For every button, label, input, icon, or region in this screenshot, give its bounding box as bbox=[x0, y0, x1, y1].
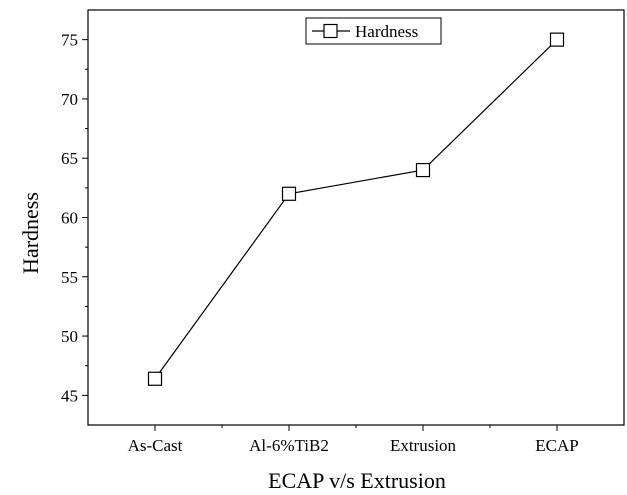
legend-marker bbox=[323, 23, 338, 39]
y-tick-label: 50 bbox=[61, 327, 78, 346]
legend-label: Hardness bbox=[355, 22, 418, 41]
y-tick-label: 75 bbox=[61, 31, 78, 50]
data-point bbox=[147, 371, 163, 386]
y-tick-label: 55 bbox=[61, 268, 78, 287]
x-tick-label: As-Cast bbox=[128, 436, 183, 455]
y-axis-title: Hardness bbox=[18, 192, 43, 274]
data-point bbox=[549, 32, 565, 47]
series-line bbox=[154, 39, 558, 380]
series-hardness bbox=[147, 32, 565, 386]
y-tick-label: 60 bbox=[61, 209, 78, 228]
data-point bbox=[281, 186, 297, 201]
y-tick-label: 65 bbox=[61, 149, 78, 168]
x-tick-label: ECAP bbox=[535, 436, 578, 455]
x-tick-label: Al-6%TiB2 bbox=[249, 436, 329, 455]
x-axis-title: ECAP v/s Extrusion bbox=[268, 468, 446, 493]
plot-frame bbox=[87, 9, 625, 426]
y-tick-label: 45 bbox=[61, 386, 78, 405]
x-tick-label: Extrusion bbox=[390, 436, 457, 455]
axes: 45 50 55 60 65 70 75 As-Cast Al-6%TiB2 Extrusion E… bbox=[61, 9, 625, 455]
legend: Hardness bbox=[305, 17, 442, 45]
data-point bbox=[415, 162, 431, 178]
y-tick-label: 70 bbox=[61, 90, 78, 109]
